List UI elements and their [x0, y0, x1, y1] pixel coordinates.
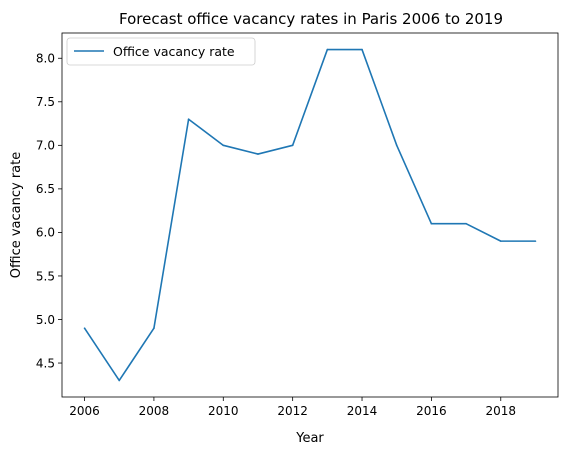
y-axis-label: Office vacancy rate [9, 152, 24, 278]
legend-label: Office vacancy rate [113, 44, 235, 59]
x-tick-label: 2014 [347, 404, 378, 418]
y-tick-label: 6.0 [36, 226, 55, 240]
data-point [499, 240, 502, 242]
y-tick-label: 6.5 [36, 182, 55, 196]
x-tick-label: 2016 [416, 404, 447, 418]
data-point [395, 144, 398, 147]
data-point [326, 48, 329, 51]
y-axis-ticks: 4.5 5.0 5.5 6.0 6.5 7.0 7.5 8.0 [36, 52, 62, 370]
data-points [83, 48, 537, 382]
x-axis-ticks: 2006 2008 2010 2012 2014 2016 2018 [69, 397, 516, 418]
data-point [465, 222, 467, 225]
data-point [430, 222, 433, 225]
data-point [534, 240, 537, 242]
data-point [361, 48, 363, 51]
x-tick-label: 2012 [277, 404, 308, 418]
data-point [257, 153, 259, 155]
data-point [118, 379, 121, 382]
data-point [153, 327, 155, 330]
chart-title: Forecast office vacancy rates in Paris 2… [119, 10, 503, 28]
series-line-office-vacancy-rate [83, 48, 536, 382]
y-tick-label: 4.5 [36, 356, 55, 370]
data-point [83, 327, 86, 330]
data-point [291, 144, 294, 147]
x-tick-label: 2008 [139, 404, 170, 418]
y-tick-label: 8.0 [36, 52, 55, 66]
x-tick-label: 2018 [485, 404, 516, 418]
y-tick-label: 5.0 [36, 313, 55, 327]
y-tick-label: 5.5 [36, 269, 55, 283]
y-tick-label: 7.5 [36, 95, 55, 109]
legend-box [66, 37, 256, 66]
data-point [222, 144, 225, 147]
x-tick-label: 2010 [208, 404, 239, 418]
x-tick-label: 2006 [69, 404, 100, 418]
plot-frame [61, 32, 559, 398]
x-axis-label: Year [295, 431, 324, 446]
data-point [187, 118, 190, 121]
legend: Office vacancy rate [66, 37, 256, 66]
y-tick-label: 7.0 [36, 139, 55, 153]
